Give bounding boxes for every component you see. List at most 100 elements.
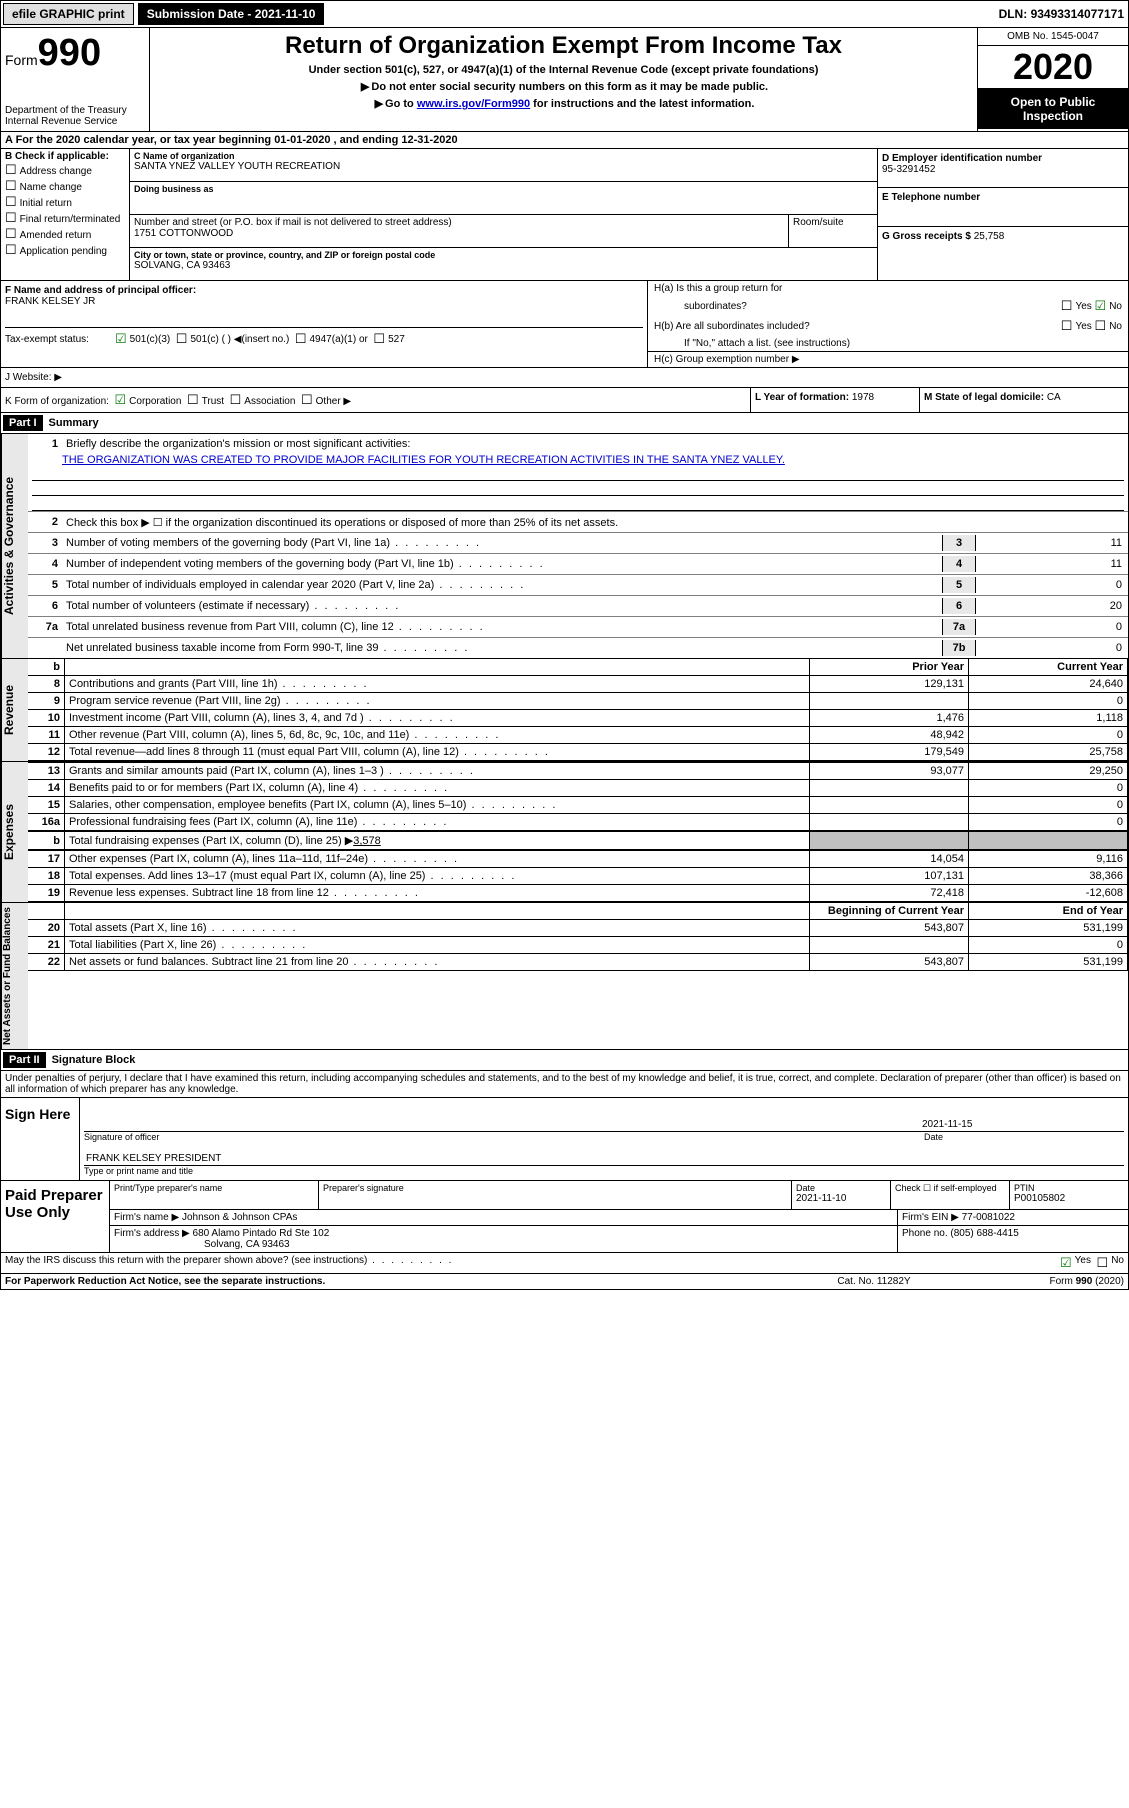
line-5: Total number of individuals employed in … xyxy=(64,577,942,593)
firm-phone: (805) 688-4415 xyxy=(950,1228,1018,1239)
chk-corporation[interactable] xyxy=(115,396,130,407)
chk-initial-return[interactable] xyxy=(5,198,20,209)
hc-label: H(c) Group exemption number ▶ xyxy=(654,354,800,365)
cy-18: 38,366 xyxy=(969,868,1128,885)
part2-header: Part II xyxy=(3,1052,46,1068)
discuss-no[interactable] xyxy=(1097,1255,1112,1271)
self-employed-chk[interactable]: Check ☐ if self-employed xyxy=(895,1183,1005,1194)
submission-date-button[interactable]: Submission Date - 2021-11-10 xyxy=(138,3,325,25)
firm-name: Johnson & Johnson CPAs xyxy=(182,1212,297,1223)
hb-note: If "No," attach a list. (see instruction… xyxy=(654,338,850,349)
line-4: Number of independent voting members of … xyxy=(64,556,942,572)
cy-9: 0 xyxy=(969,693,1128,710)
hb-yes[interactable] xyxy=(1061,318,1076,334)
phone-label: E Telephone number xyxy=(882,192,1124,203)
line-8: Contributions and grants (Part VIII, lin… xyxy=(65,676,810,693)
dba-label: Doing business as xyxy=(134,184,873,194)
chk-application-pending[interactable] xyxy=(5,246,20,257)
val-5: 0 xyxy=(975,577,1128,593)
cy-11: 0 xyxy=(969,727,1128,744)
cy-15: 0 xyxy=(969,797,1128,814)
chk-address-change[interactable] xyxy=(5,166,20,177)
cy-16a: 0 xyxy=(969,814,1128,831)
py-10: 1,476 xyxy=(810,710,969,727)
chk-name-change[interactable] xyxy=(5,182,20,193)
addr-label: Number and street (or P.O. box if mail i… xyxy=(134,217,784,228)
firm-addr2: Solvang, CA 93463 xyxy=(114,1239,290,1250)
py-20: 543,807 xyxy=(810,920,969,937)
form990-link[interactable]: www.irs.gov/Form990 xyxy=(417,98,530,110)
line-17: Other expenses (Part IX, column (A), lin… xyxy=(65,851,810,868)
cy-22: 531,199 xyxy=(969,954,1128,971)
form-number: 990 xyxy=(38,32,101,74)
line-11: Other revenue (Part VIII, column (A), li… xyxy=(65,727,810,744)
chk-501c3[interactable] xyxy=(115,331,130,347)
chk-final-return[interactable] xyxy=(5,214,20,225)
line-6: Total number of volunteers (estimate if … xyxy=(64,598,942,614)
officer-printed-name: FRANK KELSEY PRESIDENT xyxy=(86,1153,221,1164)
form-org-label: K Form of organization: xyxy=(5,396,109,407)
cy-10: 1,118 xyxy=(969,710,1128,727)
officer-name: FRANK KELSEY JR xyxy=(5,296,643,307)
chk-501c[interactable] xyxy=(176,331,191,347)
form-subtitle-2: Do not enter social security numbers on … xyxy=(154,80,973,93)
discuss-yes[interactable] xyxy=(1060,1255,1075,1271)
hb-label: H(b) Are all subordinates included? xyxy=(654,321,1061,332)
vlabel-netassets: Net Assets or Fund Balances xyxy=(1,903,28,1049)
form-title: Return of Organization Exempt From Incom… xyxy=(154,32,973,60)
ha-label: H(a) Is this a group return for xyxy=(654,283,1122,294)
part1-header: Part I xyxy=(3,415,43,431)
org-city: SOLVANG, CA 93463 xyxy=(134,260,873,271)
mission-text: THE ORGANIZATION WAS CREATED TO PROVIDE … xyxy=(62,454,785,466)
py-18: 107,131 xyxy=(810,868,969,885)
state-domicile: CA xyxy=(1047,392,1061,403)
year-formation-label: L Year of formation: xyxy=(755,392,849,403)
website-label: J Website: ▶ xyxy=(1,368,1128,387)
chk-other[interactable] xyxy=(301,396,316,407)
ptin-label: PTIN xyxy=(1014,1183,1124,1193)
officer-label: F Name and address of principal officer: xyxy=(5,285,643,296)
line-7a: Total unrelated business revenue from Pa… xyxy=(64,619,942,635)
type-print-label: Type or print name and title xyxy=(84,1166,1124,1176)
col-b-checkboxes: B Check if applicable: Address change Na… xyxy=(1,149,130,280)
begin-year-hdr: Beginning of Current Year xyxy=(810,903,969,920)
chk-4947[interactable] xyxy=(295,331,310,347)
line-21: Total liabilities (Part X, line 26) xyxy=(65,937,810,954)
py-12: 179,549 xyxy=(810,744,969,761)
city-label: City or town, state or province, country… xyxy=(134,250,873,260)
chk-trust[interactable] xyxy=(187,396,202,407)
form-label: Form xyxy=(5,52,38,68)
line-20: Total assets (Part X, line 16) xyxy=(65,920,810,937)
chk-amended-return[interactable] xyxy=(5,230,20,241)
paid-preparer-label: Paid Preparer Use Only xyxy=(1,1181,110,1252)
perjury-text: Under penalties of perjury, I declare th… xyxy=(1,1071,1128,1097)
prep-sig-label: Preparer's signature xyxy=(323,1183,787,1193)
topbar: efile GRAPHIC print Submission Date - 20… xyxy=(0,0,1129,28)
line-13: Grants and similar amounts paid (Part IX… xyxy=(65,763,810,780)
val-6: 20 xyxy=(975,598,1128,614)
dept-treasury: Department of the Treasury xyxy=(5,105,145,116)
public-inspection: Open to PublicInspection xyxy=(978,89,1128,129)
state-domicile-label: M State of legal domicile: xyxy=(924,392,1044,403)
line1-label: Briefly describe the organization's miss… xyxy=(64,436,1128,452)
firm-addr1: 680 Alamo Pintado Rd Ste 102 xyxy=(193,1228,330,1239)
part2-title: Signature Block xyxy=(46,1054,136,1066)
room-label: Room/suite xyxy=(793,217,873,228)
firm-ein-label: Firm's EIN ▶ xyxy=(902,1212,959,1223)
efile-print-button[interactable]: efile GRAPHIC print xyxy=(3,3,134,25)
paperwork-notice: For Paperwork Reduction Act Notice, see … xyxy=(5,1276,774,1287)
line-16a: Professional fundraising fees (Part IX, … xyxy=(65,814,810,831)
py-22: 543,807 xyxy=(810,954,969,971)
ein-value: 95-3291452 xyxy=(882,164,1124,175)
cy-20: 531,199 xyxy=(969,920,1128,937)
ha-yes[interactable] xyxy=(1061,298,1076,314)
chk-527[interactable] xyxy=(373,331,388,347)
ha-no[interactable] xyxy=(1095,298,1110,314)
hb-no[interactable] xyxy=(1095,318,1110,334)
cy-8: 24,640 xyxy=(969,676,1128,693)
chk-association[interactable] xyxy=(230,396,245,407)
py-14 xyxy=(810,780,969,797)
gross-receipts-value: 25,758 xyxy=(974,231,1005,242)
py-15 xyxy=(810,797,969,814)
cy-13: 29,250 xyxy=(969,763,1128,780)
